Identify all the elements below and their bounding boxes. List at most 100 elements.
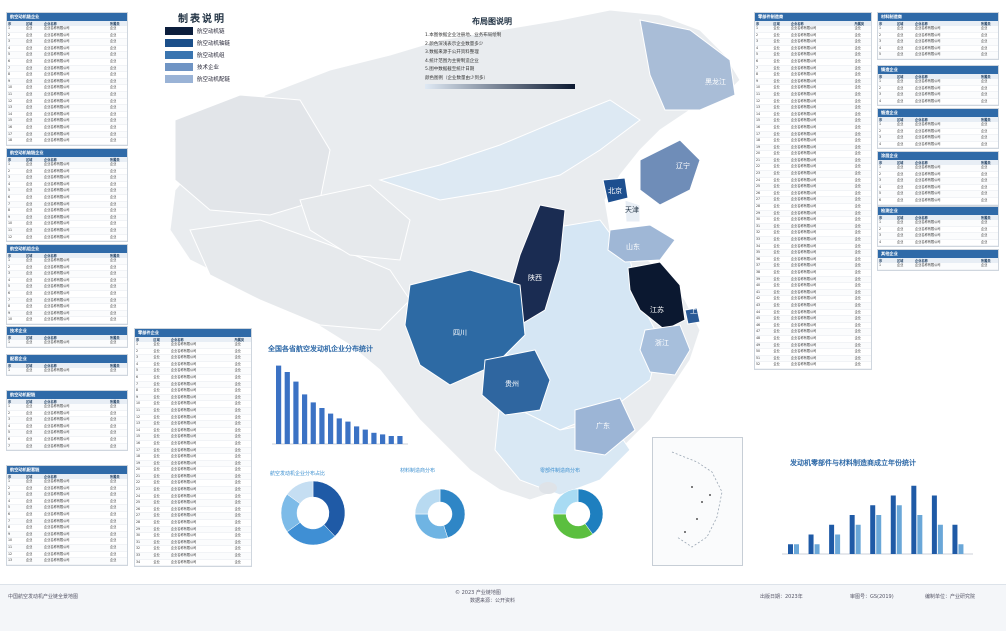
table-row: 5 企业 企业名称有限公司 企业: [7, 52, 127, 59]
table-cell: 企业名称有限公司: [44, 85, 70, 90]
table-cell: 13: [8, 558, 13, 563]
table-cell: 企业: [897, 233, 904, 238]
table-cell: 企业: [773, 111, 780, 116]
region-jiangsu: [627, 261, 686, 331]
table-row: 10 企业 企业名称有限公司 企业: [7, 538, 127, 545]
table-cell: 企业: [981, 98, 988, 103]
table-cell: 1: [879, 263, 882, 267]
table-cell: 企业: [234, 401, 241, 406]
table-cell: 2: [8, 410, 11, 415]
bar: [336, 418, 342, 444]
table-cell: 企业名称有限公司: [44, 214, 70, 219]
table-cell: 企业: [110, 124, 117, 129]
table-row: 8 企业 企业名称有限公司 企业: [7, 304, 127, 311]
table-cell: 企业: [110, 32, 117, 37]
bar: [849, 515, 855, 554]
table-cell: 5: [8, 505, 11, 510]
table-cell: 20: [756, 151, 761, 156]
table-cell: 企业名称有限公司: [790, 204, 817, 209]
table-cell: 企业名称有限公司: [170, 388, 197, 393]
legend-swatch: [165, 63, 193, 71]
table-cell: 15: [8, 118, 13, 123]
table-row: 5 企业 企业名称有限公司 企业: [7, 284, 127, 291]
table-row: 28 企业 企业名称有限公司 企业: [755, 204, 871, 211]
label-shanghai: 上海: [690, 306, 704, 315]
table-cell: 企业名称有限公司: [790, 52, 817, 57]
table-row: 31 企业 企业名称有限公司 企业: [135, 539, 251, 547]
table-cell: 企业名称有限公司: [44, 91, 70, 96]
table-cell: 企业: [981, 39, 988, 44]
table-cell: 企业: [854, 296, 861, 301]
column-header: 企业名称: [170, 338, 184, 342]
table-cell: 7: [8, 201, 11, 206]
table-cell: 46: [756, 322, 761, 327]
table-row: 19 企业 企业名称有限公司 企业: [135, 460, 251, 468]
table-cell: 企业名称有限公司: [790, 210, 817, 215]
table-row: 21 企业 企业名称有限公司 企业: [755, 157, 871, 165]
table-cell: 企业: [234, 473, 241, 478]
table-cell: 企业: [26, 538, 33, 543]
table-cell: 企业: [897, 92, 904, 97]
table-cell: 企业: [110, 78, 117, 83]
table-cell: 企业名称有限公司: [44, 404, 70, 408]
table-cell: 企业: [773, 296, 780, 301]
table-cell: 企业: [854, 322, 861, 327]
table-cell: 企业: [110, 436, 117, 441]
table-cell: 企业名称有限公司: [44, 201, 70, 206]
data-table-panel: 零部件制造商序区域 企业名称 所属类 1 企业 企业名称有限公司 企业 2 企业 企业名称有限公司…: [754, 12, 872, 370]
table-cell: 企业: [897, 226, 904, 231]
table-cell: 32: [756, 230, 761, 235]
table-cell: 26: [756, 190, 761, 195]
table-cell: 8: [756, 72, 759, 77]
table-cell: 企业名称有限公司: [44, 531, 70, 536]
table-row: 7 企业 企业名称有限公司 企业: [7, 65, 127, 73]
table-cell: 30: [136, 533, 141, 538]
table-cell: 企业: [854, 85, 861, 90]
table-cell: 企业: [26, 194, 33, 199]
table-cell: 企业: [234, 368, 241, 373]
column-header: 企业名称: [44, 254, 57, 258]
column-header: 企业名称: [915, 75, 928, 79]
table-row: 2 企业 企业名称有限公司 企业: [7, 169, 127, 176]
table-header: 序 区域 企业名称 所属类: [878, 258, 998, 263]
column-header: 序: [756, 22, 760, 26]
panel-title: 航空动机配链: [7, 391, 127, 399]
table-cell: 企业名称有限公司: [790, 335, 817, 340]
table-cell: 企业名称有限公司: [170, 407, 197, 412]
table-cell: 13: [8, 105, 13, 110]
table-cell: 4: [756, 45, 759, 50]
table-cell: 10: [8, 317, 13, 322]
donut-slice: [286, 480, 314, 504]
table-cell: 12: [8, 98, 13, 103]
table-cell: 企业名称有限公司: [915, 226, 941, 231]
panel-title: 配套企业: [7, 355, 127, 363]
table-row: 4 企业 企业名称有限公司 企业: [135, 362, 251, 369]
table-cell: 3: [879, 233, 882, 238]
table-cell: 26: [136, 506, 141, 511]
table-row: 12 企业 企业名称有限公司 企业: [755, 99, 871, 106]
table-cell: 企业: [153, 401, 160, 406]
table-cell: 企业名称有限公司: [170, 454, 197, 459]
table-cell: 企业: [854, 230, 861, 235]
table-row: 24 企业 企业名称有限公司 企业: [135, 494, 251, 501]
table-cell: 企业: [773, 309, 780, 314]
column-header: 所属类: [981, 75, 991, 79]
table-cell: 25: [136, 500, 141, 505]
table-row: 39 企业 企业名称有限公司 企业: [755, 276, 871, 284]
table-cell: 22: [756, 164, 761, 169]
table-cell: 企业: [773, 349, 780, 354]
table-cell: 企业: [981, 233, 988, 238]
data-table-panel: 航空动机配套链序区域 企业名称 所属类 1 企业 企业名称有限公司 企业 2 企业 企业名称有限公…: [6, 465, 128, 566]
table-cell: 企业: [26, 511, 33, 516]
table-cell: 企业: [773, 85, 780, 90]
region-shandong: [607, 224, 676, 263]
region-qinghai: [299, 184, 411, 261]
table-cell: 企业: [854, 98, 861, 103]
table-row: 34 企业 企业名称有限公司 企业: [135, 560, 251, 567]
table-cell: 企业: [26, 505, 33, 510]
table-cell: 企业名称有限公司: [790, 124, 817, 129]
table-cell: 企业: [26, 175, 33, 180]
table-cell: 企业: [854, 177, 861, 182]
table-row: 24 企业 企业名称有限公司 企业: [755, 178, 871, 185]
table-cell: 企业: [234, 513, 241, 518]
